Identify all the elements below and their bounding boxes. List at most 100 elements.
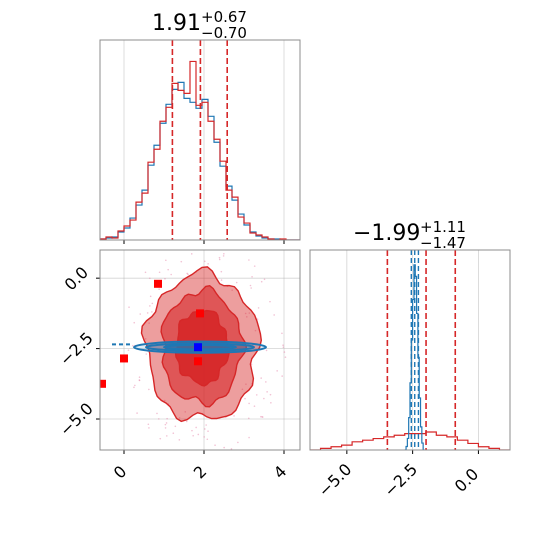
y-tick-label-1: −2.5 [56,328,97,369]
sample-point [167,268,169,271]
x-tick-label-0: 0 [110,462,131,483]
contour-layers [100,240,287,455]
sample-point [187,273,189,276]
panel-frame-bottom-right [309,249,511,451]
sample-point [164,423,167,426]
sample-point [247,417,250,420]
sample-point [263,278,266,281]
sample-point [233,246,235,248]
sample-point [249,284,252,287]
sample-point [231,289,233,291]
sample-point [172,432,175,435]
sample-point [281,375,283,377]
sample-point [237,441,239,444]
sample-point [245,383,247,385]
marker-5 [194,343,202,352]
sample-point [156,412,158,415]
sample-point [144,338,147,340]
sample-point [134,384,136,387]
sample-point [166,417,168,420]
histogram-panel-bottom-right: −5.0 −2.5 0.0 [309,249,511,501]
sample-point [246,316,248,318]
x-tick-label-2: 0.0 [451,464,482,495]
sample-point [244,397,246,400]
sample-point [127,349,130,351]
sample-point [190,253,193,255]
title-br-lower: −1.47 [420,234,466,252]
sample-point [178,416,181,419]
sample-point [269,300,271,303]
sample-point [207,430,209,432]
sample-point [195,426,197,429]
sample-point [204,428,206,430]
sample-point [253,405,256,407]
sample-point [145,353,148,355]
x-tick-label-1: 2 [190,462,211,483]
histogram-bars [100,60,300,240]
sample-point [220,279,223,281]
sample-point [148,427,150,429]
histogram-series-red [310,431,510,450]
marker-4 [100,379,106,388]
sample-point [205,424,207,426]
sample-point [149,295,152,298]
sample-point [256,318,259,320]
sample-point [186,272,188,275]
sample-point [157,418,160,420]
sample-point [165,259,167,262]
histogram-panel-top [99,39,301,244]
sample-point [133,321,136,324]
histogram-bars [310,264,510,450]
sample-point [284,356,287,358]
sample-point [138,376,141,379]
sample-point [260,280,263,283]
sample-point [203,260,206,263]
x-tick-label-2: 4 [270,462,291,483]
sample-point [138,379,141,381]
sample-point [212,453,214,455]
title-br-median: −1.99 [353,221,420,246]
y-tick-label-2: −5.0 [56,399,97,440]
contour-panel: 0 2 4 0.0 −2.5 −5.0 [56,240,301,483]
sample-point [248,312,251,314]
sample-point [214,444,216,446]
x-tick-label-1: −2.5 [380,460,421,501]
sample-point [207,263,209,265]
sample-point [263,397,265,400]
panel-frame-bottom-left [99,249,301,451]
marker-2 [194,357,202,366]
sample-point [260,415,262,418]
histogram-series-blue [404,264,425,450]
sample-point [133,386,135,389]
sample-point [144,271,147,274]
marker-0 [154,279,162,288]
sample-point [148,277,151,280]
sample-point [223,252,225,255]
sample-point [132,344,134,347]
sample-point [265,349,268,352]
sample-point [146,312,149,314]
marker-3 [120,354,128,363]
title-br-upper: +1.11 [420,218,466,236]
sample-point [159,437,162,440]
sample-point [283,351,286,353]
sample-point [184,411,187,413]
sample-point [136,412,138,414]
histogram-series-1 [100,60,300,240]
sample-point [209,240,211,242]
sample-point [250,287,252,289]
sample-point [220,270,223,273]
sample-point [164,427,167,429]
sample-point [203,436,205,438]
x-tick-label-0: −5.0 [314,460,355,501]
sample-point [251,275,253,278]
sample-point [174,425,177,428]
sample-point [265,381,267,383]
sample-point [147,423,150,426]
sample-point [266,391,268,393]
title-top-median: 1.91 [152,11,201,36]
sample-point [241,388,244,391]
sample-point [235,281,238,284]
sample-point [222,255,225,257]
sample-point [148,388,150,391]
